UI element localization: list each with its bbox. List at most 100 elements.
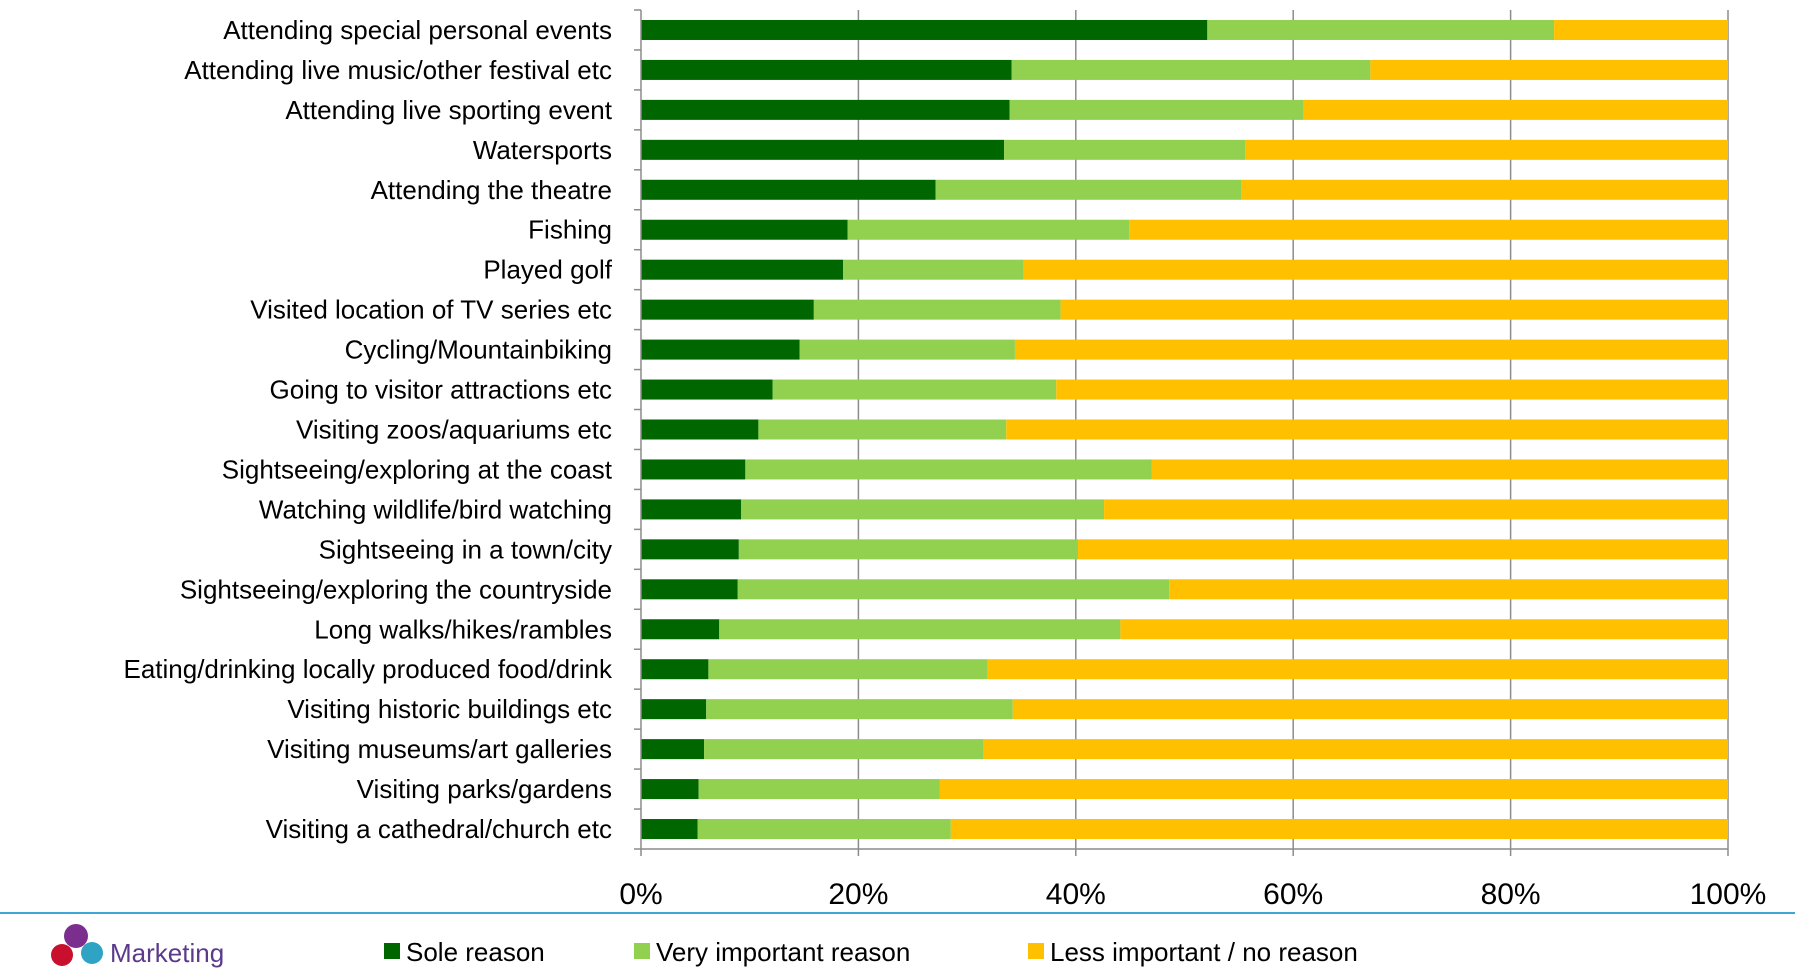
bar-segment: [1014, 339, 1728, 360]
bar-segment: [758, 419, 1007, 440]
axes: [0, 9, 1795, 914]
bar-segment: [1120, 619, 1728, 640]
bar-segment: [641, 539, 739, 560]
bar-segment: [641, 819, 698, 840]
bar-segment: [1006, 419, 1728, 440]
bar-segment: [1023, 259, 1728, 280]
bar-segment: [843, 259, 1024, 280]
bar-segment: [698, 779, 940, 800]
category-label: Long walks/hikes/rambles: [314, 614, 612, 644]
bar-segment: [641, 699, 707, 720]
x-tick-label: 100%: [1690, 878, 1767, 911]
category-label: Fishing: [528, 215, 612, 245]
bar-segment: [641, 779, 699, 800]
category-label: Sightseeing/exploring at the coast: [222, 454, 613, 484]
bar-segment: [641, 19, 1208, 40]
bar-segment: [641, 139, 1005, 160]
x-tick-label: 0%: [619, 878, 662, 911]
bar-segment: [1004, 139, 1246, 160]
bar-segment: [799, 339, 1015, 360]
logo-circle-purple: [64, 924, 88, 948]
category-label: Visiting parks/gardens: [357, 774, 612, 804]
legend-swatch: [1028, 943, 1044, 959]
category-label: Going to visitor attractions etc: [270, 375, 612, 405]
legend-label: Less important / no reason: [1050, 937, 1358, 967]
bar-segment: [641, 99, 1010, 120]
category-label: Visiting historic buildings etc: [287, 694, 612, 724]
legend-label: Sole reason: [406, 937, 545, 967]
bar-segment: [704, 739, 984, 760]
bars: [641, 19, 1728, 840]
bar-segment: [641, 739, 705, 760]
category-label: Attending live music/other festival etc: [184, 55, 612, 85]
legend-swatch: [634, 943, 650, 959]
bar-segment: [1009, 99, 1303, 120]
logo-circle-blue: [81, 942, 103, 964]
x-tick-label: 60%: [1263, 878, 1323, 911]
category-label: Sightseeing in a town/city: [319, 534, 612, 564]
bar-segment: [1370, 59, 1728, 80]
bar-segment: [641, 339, 800, 360]
bar-segment: [641, 499, 742, 520]
bar-segment: [1104, 499, 1728, 520]
x-tick-label: 80%: [1481, 878, 1541, 911]
bar-segment: [641, 179, 936, 200]
bar-segment: [738, 539, 1078, 560]
bar-segment: [641, 419, 759, 440]
category-label: Cycling/Mountainbiking: [345, 335, 612, 365]
bar-segment: [737, 579, 1170, 600]
x-tick-label: 40%: [1046, 878, 1106, 911]
bar-segment: [741, 499, 1105, 520]
bar-segment: [745, 459, 1152, 480]
bar-segment: [708, 659, 988, 680]
bar-segment: [641, 619, 720, 640]
bar-segment: [641, 659, 709, 680]
bar-segment: [641, 299, 814, 320]
bar-segment: [1011, 59, 1371, 80]
category-label: Played golf: [483, 255, 612, 285]
bar-segment: [1056, 379, 1728, 400]
bar-segment: [772, 379, 1057, 400]
bar-segment: [641, 579, 738, 600]
bar-segment: [641, 59, 1012, 80]
bar-segment: [641, 219, 848, 240]
category-label: Eating/drinking locally produced food/dr…: [123, 654, 613, 684]
bar-segment: [1151, 459, 1728, 480]
category-label: Watching wildlife/bird watching: [259, 494, 612, 524]
category-label: Attending live sporting event: [285, 95, 612, 125]
bar-segment: [641, 259, 844, 280]
logo-circle-red: [51, 944, 73, 966]
bar-segment: [1169, 579, 1728, 600]
bar-segment: [641, 379, 773, 400]
bar-segment: [1077, 539, 1728, 560]
category-label: Watersports: [473, 135, 612, 165]
x-tick-label: 20%: [828, 878, 888, 911]
bar-segment: [935, 179, 1242, 200]
bar-segment: [1207, 19, 1555, 40]
legend: Sole reason Very important reason Less imp…: [384, 937, 1358, 967]
bar-segment: [1060, 299, 1728, 320]
category-label: Attending special personal events: [223, 15, 612, 45]
logo-text: Marketing: [110, 938, 224, 968]
category-label: Attending the theatre: [371, 175, 612, 205]
bar-segment: [697, 819, 951, 840]
category-label: Sightseeing/exploring the countryside: [180, 574, 612, 604]
bar-segment: [1302, 99, 1728, 120]
bar-segment: [813, 299, 1061, 320]
bar-segment: [719, 619, 1121, 640]
bar-segment: [706, 699, 1013, 720]
bar-segment: [983, 739, 1728, 760]
x-tick-labels: 0% 20% 40% 60% 80% 100%: [619, 878, 1766, 911]
bar-segment: [847, 219, 1130, 240]
bar-segment: [1012, 699, 1728, 720]
category-label: Visited location of TV series etc: [250, 295, 612, 325]
legend-swatch: [384, 943, 400, 959]
bar-segment: [1129, 219, 1728, 240]
category-labels: Attending special personal events Attendi…: [123, 15, 613, 844]
legend-label: Very important reason: [656, 937, 910, 967]
bar-segment: [641, 459, 746, 480]
marketing-logo: Marketing: [51, 924, 224, 968]
bar-segment: [950, 819, 1728, 840]
